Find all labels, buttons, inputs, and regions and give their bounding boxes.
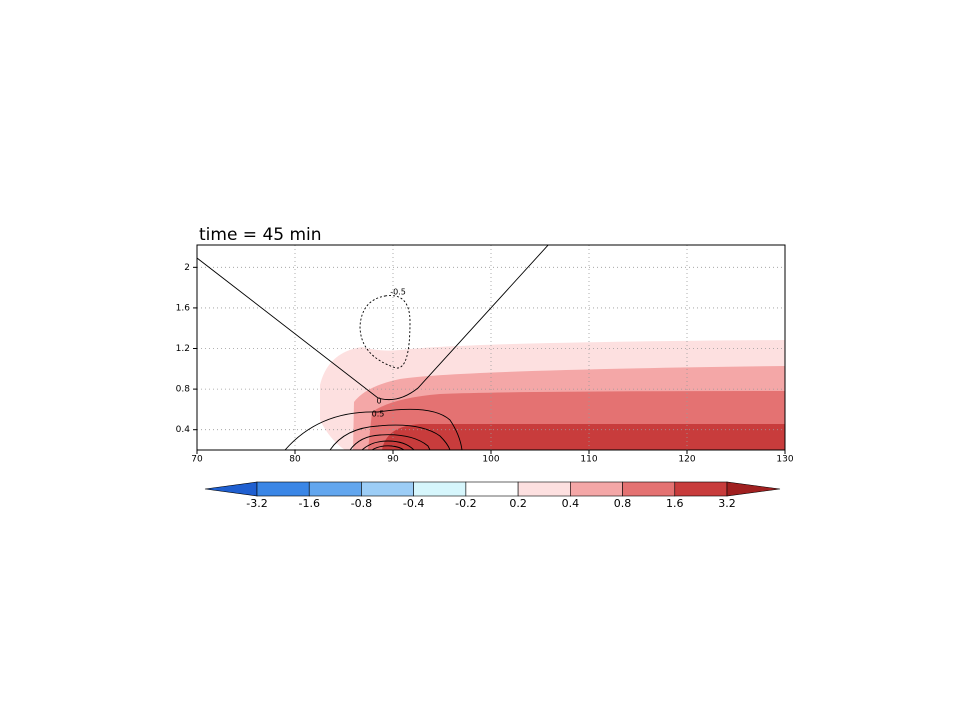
contour-lines [197,245,549,450]
x-tick-label: 70 [191,455,203,465]
colorbar-label: -3.2 [246,497,267,510]
y-tick-label: 2 [184,263,190,273]
colorbar-label: 0.2 [509,497,527,510]
y-tick-label: 1.6 [176,303,191,313]
colorbar-swatch [517,481,571,497]
contour-fill [320,420,345,450]
colorbar-swatch [674,481,728,497]
colorbar-label: -0.2 [455,497,476,510]
colorbar-label: -1.6 [298,497,319,510]
colorbar-swatch [308,481,362,497]
contour-label: 0.5 [372,410,385,419]
colorbar-swatch [413,481,467,497]
contour-line [349,434,431,450]
y-tick-label: 0.8 [176,385,191,395]
colorbar-label: 0.8 [614,497,632,510]
colorbar-label: 1.6 [666,497,684,510]
colorbar-label: -0.4 [403,497,424,510]
contour-line [371,445,405,450]
x-tick-label: 90 [387,455,399,465]
y-tick-label: 1.2 [176,344,190,354]
contour-line [329,424,451,450]
contour-label: -0.5 [390,288,406,297]
contour-line [359,295,411,369]
colorbar-extension [726,481,781,497]
y-tick-label: 0.4 [176,425,191,435]
filled-contours [320,340,785,450]
x-tick-label: 130 [776,455,793,465]
colorbar-label: -0.8 [351,497,372,510]
colorbar-swatch [256,481,310,497]
contour-label: 0 [376,397,381,406]
x-tick-label: 120 [678,455,695,465]
colorbar-swatch [361,481,414,497]
contour-line [361,440,415,450]
x-tick-label: 80 [289,455,301,465]
colorbar-label: 3.2 [718,497,736,510]
contour-fill [382,424,785,450]
colorbar-label: 0.4 [562,497,580,510]
colorbar-extension [204,481,258,497]
colorbar-swatch [465,481,519,497]
contour-line [197,245,549,401]
chart-title: time = 45 min [199,225,322,245]
colorbar-swatch [622,481,676,497]
x-tick-label: 100 [482,455,499,465]
colorbar-swatch [570,481,623,497]
contour-line [284,408,463,450]
x-tick-label: 110 [580,455,597,465]
